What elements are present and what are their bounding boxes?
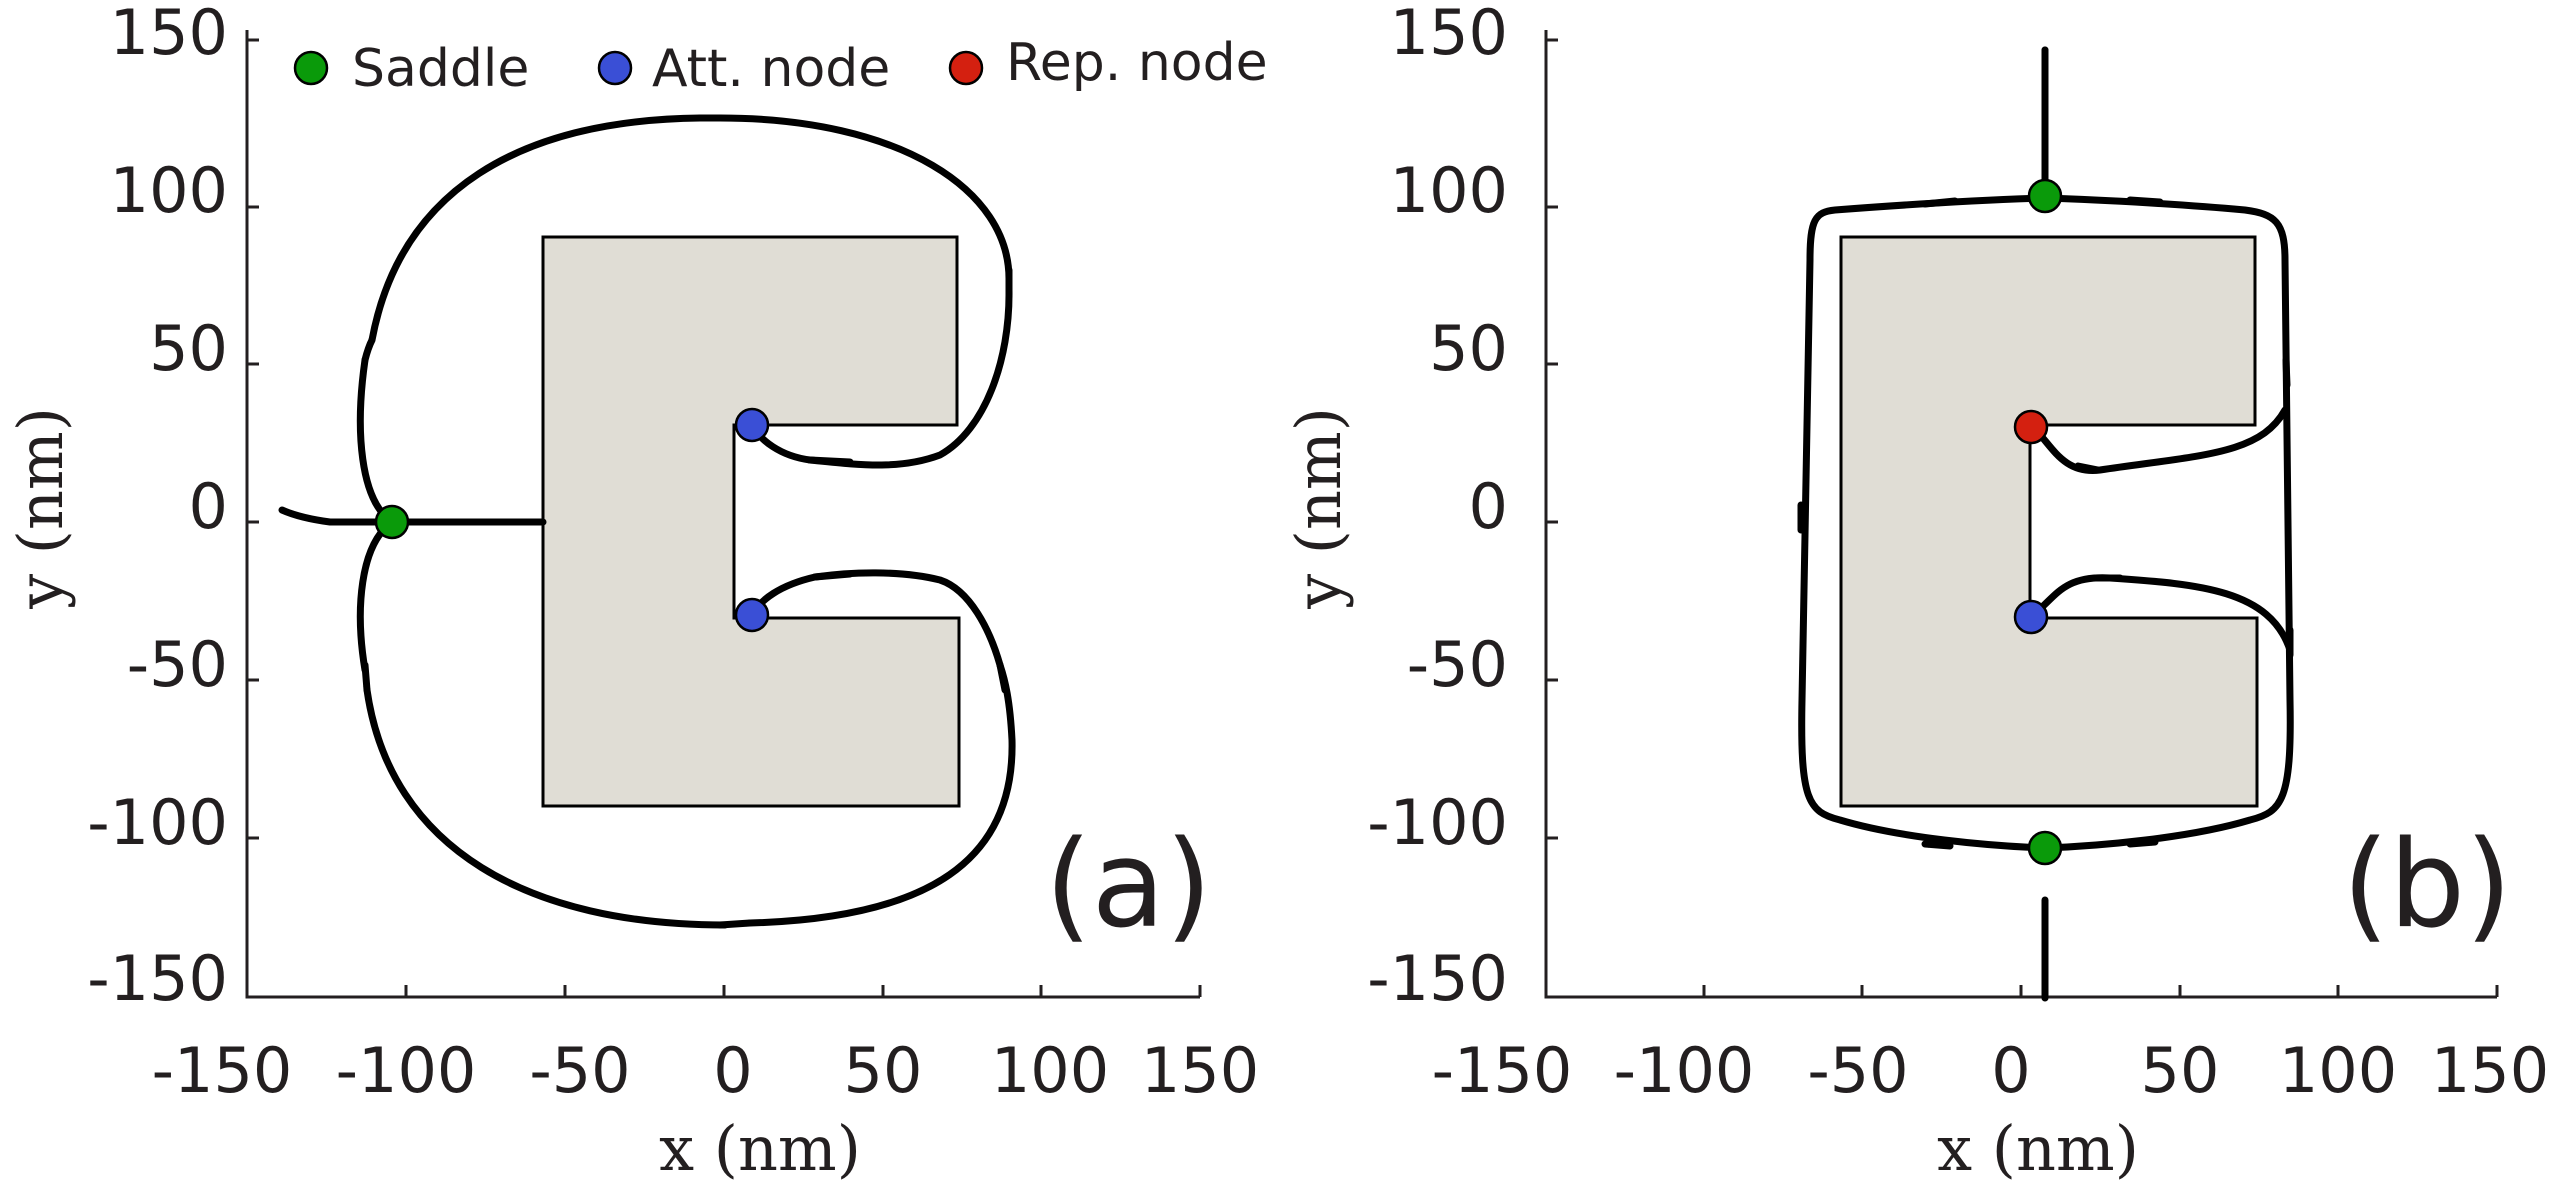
panel-a-ytick-label: -150 [87, 942, 228, 1015]
panel-b-attracting-node [2013, 599, 2049, 635]
panel-a-label: (a) [1045, 816, 1212, 955]
panel-a-xtick-label: 50 [844, 1034, 923, 1107]
panel-a-ytick-label: 100 [110, 154, 228, 227]
legend-rep-node-label: Rep. node [1006, 33, 1268, 93]
panel-a-ytick-label: 150 [110, 0, 228, 69]
panel-b-trajectories [1797, 46, 2294, 1002]
panel-a-xtick-label: 100 [991, 1034, 1109, 1107]
legend-att-node-marker [597, 50, 633, 86]
panel-a-y-axis-label: y (nm) [4, 407, 77, 610]
panel-a-attracting-node [734, 597, 770, 633]
panel-b-xtick-label: -150 [1432, 1034, 1573, 1107]
panel-a-trajectories [278, 114, 1016, 929]
legend-saddle-label: Saddle [352, 39, 529, 99]
panel-a-xtick-label: -100 [336, 1034, 477, 1107]
panel-a-y-ticks [247, 38, 259, 840]
panel-b-x-ticks [1702, 985, 2499, 997]
panel-b-saddle-point [2027, 178, 2063, 214]
panel-a-xtick-label: 0 [713, 1034, 752, 1107]
legend-rep-node-marker [948, 50, 984, 86]
panel-b-y-ticks [1546, 38, 1558, 840]
panel-b-ytick-label: -100 [1367, 786, 1508, 859]
legend: Saddle Att. node Rep. node [293, 33, 1268, 99]
panel-a: -150 -100 -50 0 50 100 150 150 100 50 0 … [4, 0, 1268, 1185]
panel-a-xtick-label: -150 [152, 1034, 293, 1107]
panel-b-c-shaped-particle [1839, 235, 2259, 808]
panel-a-ytick-label: 0 [189, 470, 228, 543]
panel-b-xtick-label: -50 [1807, 1034, 1908, 1107]
panel-b-xtick-label: -100 [1614, 1034, 1755, 1107]
panel-b-xtick-label: 100 [2279, 1034, 2397, 1107]
panel-a-x-ticks [404, 985, 1202, 997]
legend-att-node-label: Att. node [652, 39, 890, 99]
panel-a-attracting-node [734, 407, 770, 443]
panel-a-xtick-label: 150 [1141, 1034, 1259, 1107]
panel-b-ytick-label: 50 [1429, 312, 1508, 385]
panel-b-ytick-label: 150 [1390, 0, 1508, 69]
panel-b-xtick-label: 50 [2141, 1034, 2220, 1107]
panel-a-ytick-label: 50 [149, 312, 228, 385]
panel-b-saddle-point [2027, 830, 2063, 866]
panel-b-y-axis-label: y (nm) [1282, 407, 1355, 610]
panel-a-ytick-label: -50 [127, 628, 228, 701]
panel-a-xtick-label: -50 [529, 1034, 630, 1107]
panel-b-ytick-label: 0 [1469, 470, 1508, 543]
panel-a-c-shaped-particle [541, 235, 961, 808]
legend-saddle-marker [293, 50, 329, 86]
panel-b-repelling-node [2013, 409, 2049, 445]
panel-b-ytick-label: -150 [1367, 942, 1508, 1015]
panel-b-ytick-label: -50 [1407, 628, 1508, 701]
panel-b-ytick-label: 100 [1390, 154, 1508, 227]
panel-a-x-axis-label: x (nm) [659, 1112, 861, 1185]
panel-a-ytick-label: -100 [87, 786, 228, 859]
panel-b-xtick-label: 150 [2431, 1034, 2549, 1107]
panel-b-x-axis-label: x (nm) [1937, 1112, 2139, 1185]
panel-b-label: (b) [2342, 816, 2512, 955]
panel-b-xtick-label: 0 [1991, 1034, 2030, 1107]
panel-a-saddle-point [374, 504, 410, 540]
panel-b: -150 -100 -50 0 50 100 150 150 100 50 0 … [1282, 0, 2549, 1185]
